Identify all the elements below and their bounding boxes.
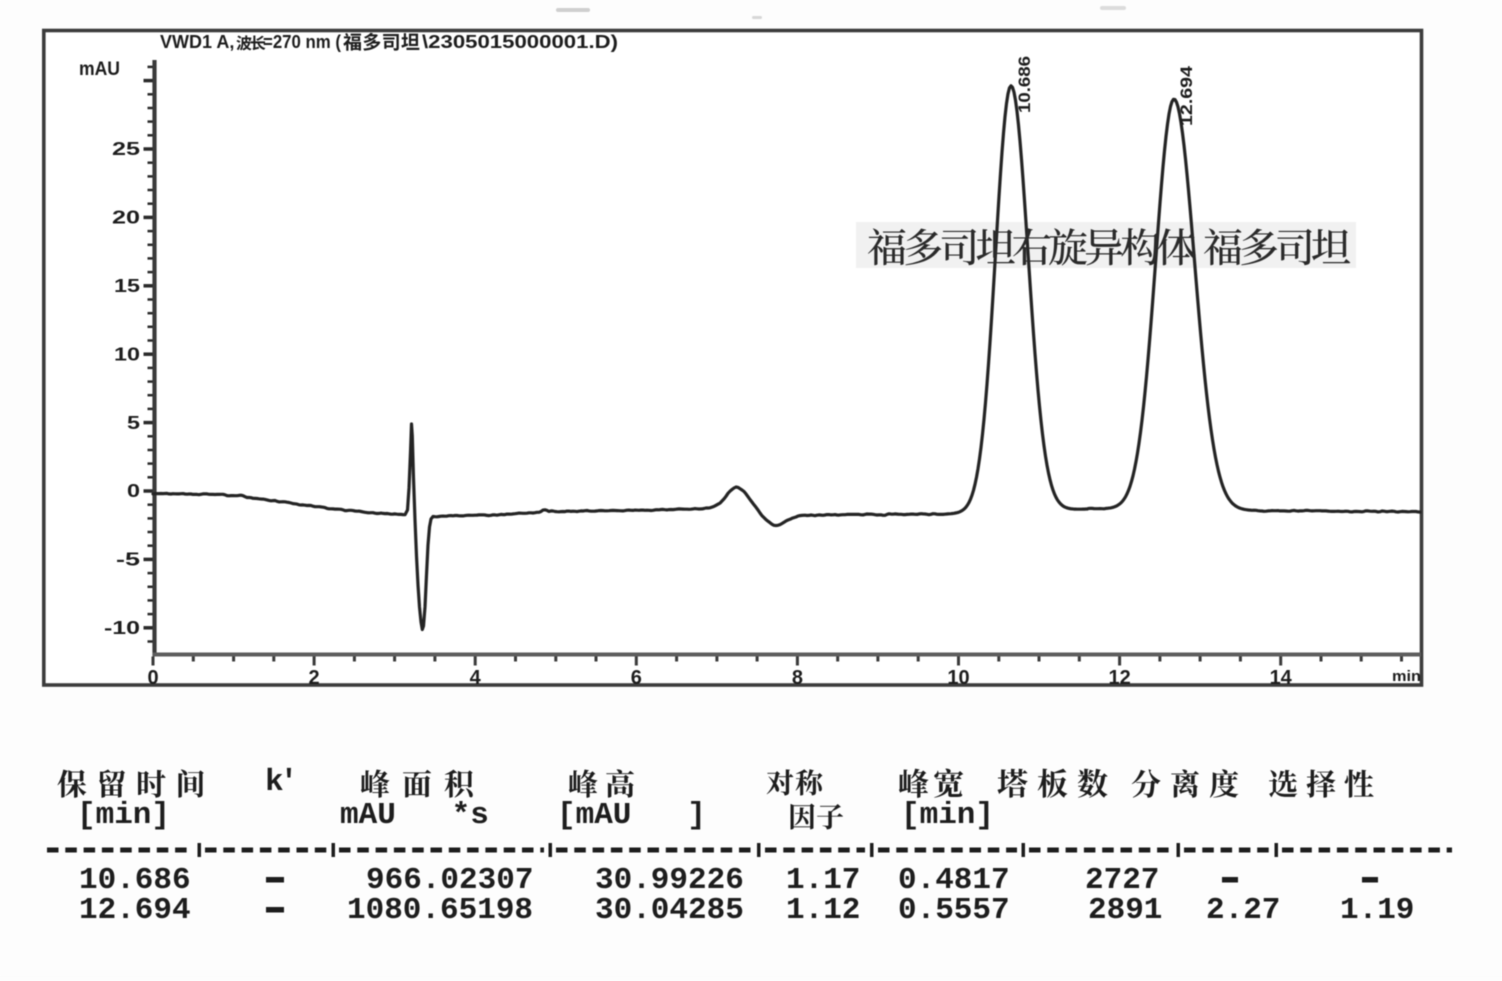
- svg-text:6: 6: [631, 667, 642, 689]
- svg-text:\2305015000001.D): \2305015000001.D): [422, 32, 618, 52]
- svg-text:12.694: 12.694: [1177, 65, 1196, 126]
- svg-text:10.686: 10.686: [1015, 56, 1034, 113]
- svg-text:[min]: [min]: [77, 798, 170, 833]
- svg-text:12: 12: [1108, 667, 1130, 689]
- svg-text:2.27: 2.27: [1206, 893, 1280, 928]
- svg-text:4: 4: [470, 667, 482, 689]
- svg-text:VWD1 A,: VWD1 A,: [160, 32, 234, 52]
- svg-text:8: 8: [792, 667, 803, 689]
- svg-text:966.02307: 966.02307: [366, 863, 533, 898]
- svg-text:15: 15: [114, 276, 140, 296]
- svg-text:0: 0: [147, 667, 158, 689]
- svg-text:mAU *s: mAU *s: [340, 798, 489, 833]
- svg-text:1.17: 1.17: [786, 863, 860, 898]
- svg-text:20: 20: [112, 208, 140, 228]
- svg-text:10.686: 10.686: [79, 863, 191, 898]
- svg-text:25: 25: [112, 139, 140, 159]
- svg-text:1.12: 1.12: [786, 893, 860, 928]
- svg-text:0.4817: 0.4817: [898, 863, 1010, 898]
- svg-text:mAU: mAU: [79, 59, 120, 80]
- svg-text:30.04285: 30.04285: [595, 893, 744, 928]
- svg-text:5: 5: [127, 413, 140, 433]
- svg-text:=270 nm (: =270 nm (: [263, 32, 341, 52]
- svg-text:k': k': [265, 765, 294, 800]
- svg-text:[mAU ]: [mAU ]: [557, 798, 706, 833]
- svg-text:-10: -10: [104, 618, 140, 638]
- svg-text:1080.65198: 1080.65198: [347, 893, 533, 928]
- svg-text:14: 14: [1270, 667, 1293, 689]
- svg-text:10: 10: [947, 667, 969, 689]
- svg-text:10: 10: [114, 344, 140, 364]
- svg-text:12.694: 12.694: [79, 893, 191, 928]
- svg-text:[min]: [min]: [901, 798, 994, 833]
- svg-text:1.19: 1.19: [1340, 893, 1414, 928]
- svg-text:30.99226: 30.99226: [595, 863, 744, 898]
- svg-text:2891: 2891: [1088, 893, 1162, 928]
- svg-text:2: 2: [309, 667, 320, 689]
- svg-text:-5: -5: [116, 550, 140, 570]
- svg-text:min: min: [1392, 668, 1421, 685]
- svg-text:0: 0: [127, 481, 140, 501]
- svg-text:0.5557: 0.5557: [898, 893, 1010, 928]
- svg-text:2727: 2727: [1085, 863, 1159, 898]
